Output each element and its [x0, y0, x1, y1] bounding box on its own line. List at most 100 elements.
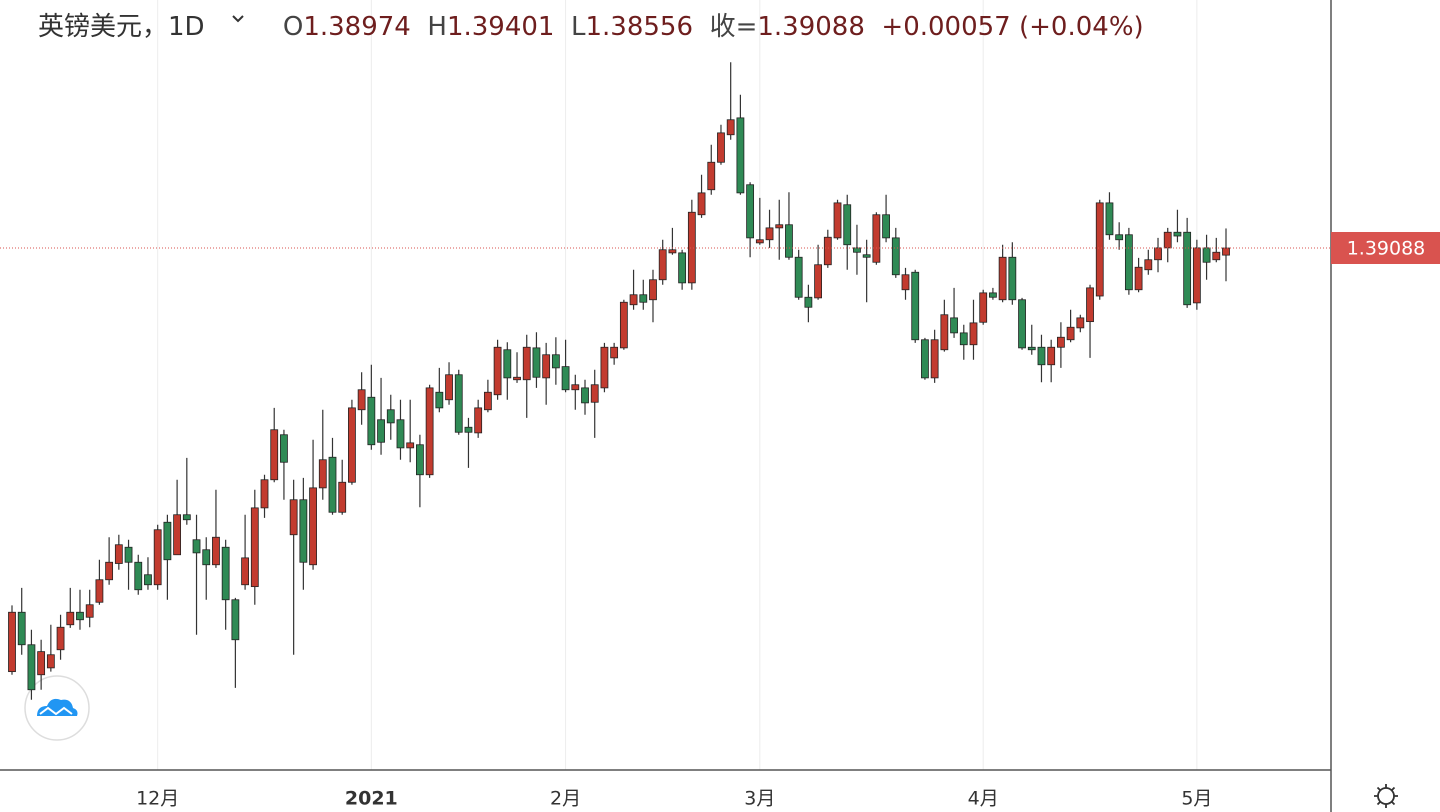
candle-body [202, 549, 211, 566]
candle-body [551, 354, 560, 369]
candle-body [445, 374, 453, 401]
candle-body [299, 499, 308, 563]
logo-wave[interactable] [39, 706, 73, 716]
x-tick-label: 4月 [968, 788, 999, 810]
candle-body [231, 599, 240, 641]
candle-body [921, 339, 929, 379]
change-value: +0.00057 [881, 12, 1011, 42]
candle-body [989, 292, 997, 298]
candle-body [1124, 234, 1133, 291]
candle-body [144, 574, 152, 586]
candle-body [1202, 247, 1211, 263]
candle-body [1047, 346, 1056, 366]
candle-body [1144, 259, 1153, 271]
candle-body [911, 271, 920, 341]
candle-body [17, 611, 26, 646]
candle-body [1105, 202, 1114, 236]
close-value: 1.39088 [757, 12, 865, 42]
candle-body [542, 354, 551, 379]
settings-icon[interactable] [1374, 784, 1398, 808]
settings-spokes[interactable] [1374, 784, 1398, 808]
candle-body [969, 322, 978, 346]
candle-body [794, 256, 803, 298]
candle-body [367, 396, 376, 446]
last-price-label: 1.39088 [1347, 238, 1426, 260]
candle-body [105, 561, 114, 581]
candle-body [425, 387, 434, 476]
candle-body [377, 419, 385, 443]
candle-body [513, 376, 521, 381]
candle-body [250, 507, 259, 588]
candle-body [406, 442, 415, 449]
candle-body [950, 317, 958, 334]
open-label: O [282, 12, 304, 42]
candle-body [416, 444, 424, 476]
candle-body [124, 546, 133, 563]
candle-body [357, 389, 366, 411]
candle-body [348, 407, 356, 483]
candle-body [212, 536, 220, 566]
candle-body [1008, 256, 1017, 301]
candle-body [522, 346, 531, 381]
last-price-tag [1331, 232, 1440, 264]
candle-body [46, 654, 55, 669]
candle-body [309, 487, 317, 566]
grid [157, 0, 1198, 770]
candle-body [707, 161, 716, 191]
candle-body [1163, 231, 1172, 249]
candle-body [1192, 247, 1201, 304]
interval-chevron[interactable] [232, 15, 244, 23]
candle-body [649, 279, 657, 301]
candle-body [959, 332, 968, 346]
candle-body [561, 366, 570, 391]
candle-body [1037, 346, 1046, 366]
candle-body [1173, 231, 1182, 237]
candle-body [95, 579, 104, 603]
candle-body [940, 314, 949, 351]
candle-body [221, 546, 230, 601]
candle-body [882, 214, 890, 239]
candle-body [717, 132, 725, 163]
candle-body [1086, 287, 1094, 323]
candle-body [474, 407, 483, 434]
candle-body [182, 514, 191, 521]
low-label: L [571, 12, 586, 42]
candle-body [454, 374, 463, 433]
candle-body [833, 202, 842, 239]
logo[interactable] [24, 675, 90, 741]
candle-body [8, 611, 16, 673]
candle-body [736, 117, 745, 194]
candle-body [697, 192, 706, 216]
candle-body [823, 236, 832, 266]
candle-body [241, 557, 249, 586]
candle-body [435, 391, 444, 409]
candle-body [328, 456, 337, 513]
candle-body [629, 294, 638, 306]
candle-body [280, 434, 288, 463]
candle-body [1154, 247, 1162, 261]
candle-body [814, 264, 822, 299]
x-tick-label: 5月 [1181, 788, 1212, 810]
x-tick-label: 3月 [744, 788, 775, 810]
candle-body [755, 239, 764, 244]
candle-body [1056, 336, 1065, 348]
candle-body [483, 391, 492, 411]
candle-body [872, 214, 881, 263]
x-tick-label: 2月 [550, 788, 581, 810]
candle-body [1027, 346, 1036, 351]
close-label: 收= [709, 12, 758, 42]
candle-body [785, 224, 793, 258]
candle-body [658, 249, 667, 281]
candle-body [76, 611, 84, 621]
candle-body [891, 237, 900, 276]
candle-body [804, 296, 813, 308]
candle-body [66, 611, 75, 626]
candle-body [862, 254, 871, 258]
change-percent: (+0.04%) [1019, 12, 1144, 42]
candle-body [464, 426, 473, 433]
candle-body [746, 184, 755, 239]
candle-body [37, 651, 46, 676]
legend-header: 英镑美元，1D O1.38974 H1.39401 L1.38556 收=1.3… [38, 6, 1144, 43]
candle-body [979, 292, 988, 323]
candle-body [270, 429, 279, 481]
